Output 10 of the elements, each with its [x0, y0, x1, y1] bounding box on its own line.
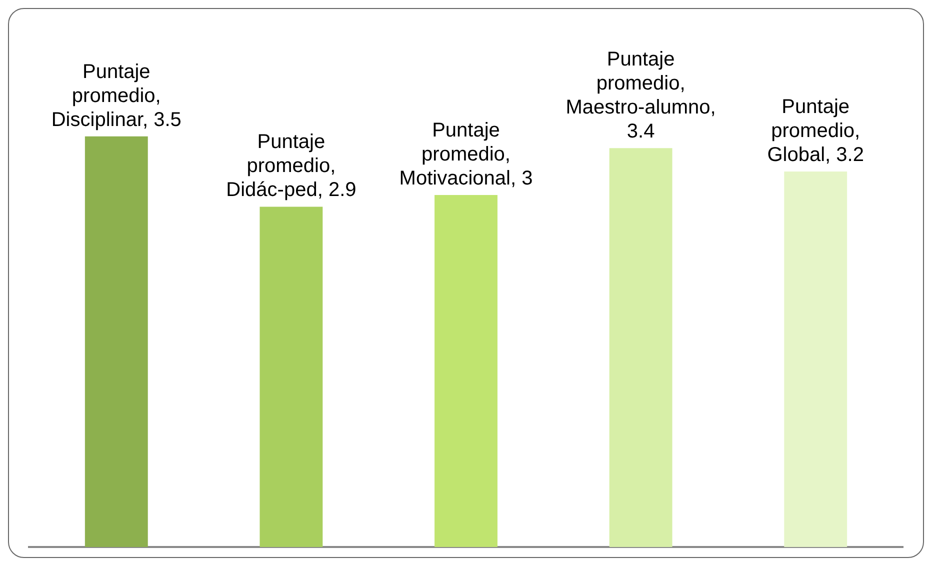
bar — [84, 136, 148, 547]
data-label: Puntaje promedio, Maestro-alumno, 3.4 — [566, 48, 716, 143]
bar — [260, 206, 323, 547]
data-label: Puntaje promedio, Motivacional, 3 — [399, 120, 533, 190]
bar — [434, 195, 498, 547]
bar — [784, 172, 848, 547]
data-label: Puntaje promedio, Didác-ped, 2.9 — [226, 131, 356, 202]
data-label: Puntaje promedio, Disciplinar, 3.5 — [51, 60, 182, 131]
bar — [609, 148, 672, 547]
data-label: Puntaje promedio, Global, 3.2 — [767, 96, 864, 166]
